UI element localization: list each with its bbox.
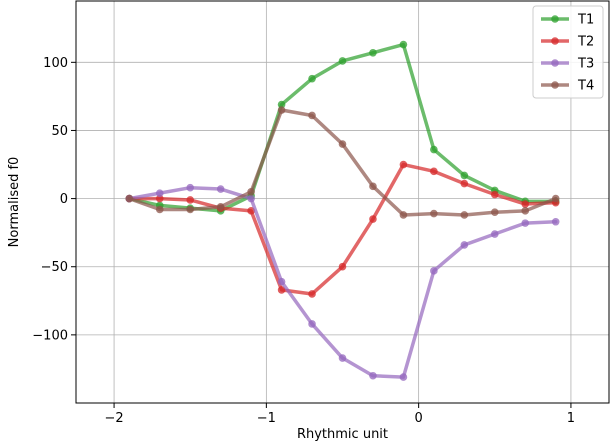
data-point	[186, 205, 195, 214]
y-tick-label: −100	[32, 328, 68, 343]
legend: T1 T2 T3 T4	[532, 5, 604, 99]
data-point	[460, 241, 469, 249]
data-point	[216, 185, 225, 193]
x-axis-label: Rhythmic unit	[297, 427, 388, 442]
data-point	[247, 207, 255, 215]
data-point	[247, 187, 255, 196]
data-point	[490, 208, 499, 217]
data-point	[521, 207, 530, 215]
series-t2	[125, 160, 560, 298]
data-point	[399, 160, 408, 169]
data-point	[430, 209, 438, 218]
data-point	[460, 211, 469, 219]
data-point	[460, 171, 469, 180]
series-line	[127, 185, 558, 379]
data-point	[277, 106, 286, 114]
y-tick-label: −50	[41, 260, 68, 275]
data-point	[490, 230, 499, 238]
legend-label: T4	[577, 79, 594, 94]
data-point	[399, 40, 408, 49]
data-point	[186, 196, 195, 204]
data-point	[155, 194, 164, 203]
data-point	[338, 262, 347, 271]
data-point	[430, 267, 438, 275]
series-lines	[125, 40, 560, 381]
data-point	[338, 140, 347, 148]
legend-item-t1: T1	[541, 13, 594, 28]
data-point	[186, 183, 195, 192]
data-point	[460, 179, 469, 188]
legend-item-t4: T4	[541, 79, 594, 94]
data-point	[277, 100, 286, 109]
legend-marker	[551, 59, 559, 67]
x-tick-label: −1	[257, 411, 276, 426]
data-point	[247, 194, 255, 203]
y-axis-ticks: −100 −50 0 50 100	[32, 56, 76, 343]
data-point	[308, 290, 316, 298]
legend-box	[532, 5, 604, 99]
data-point	[521, 200, 530, 208]
data-point	[369, 215, 377, 223]
series-t3	[125, 183, 560, 381]
data-point	[308, 74, 316, 83]
data-point	[430, 145, 438, 154]
legend-marker	[551, 15, 559, 23]
legend-marker	[551, 37, 559, 45]
data-point	[399, 211, 408, 219]
data-point	[369, 371, 377, 380]
data-point	[551, 217, 560, 226]
legend-item-t3: T3	[541, 57, 594, 72]
data-point	[125, 194, 134, 203]
y-tick-label: 0	[60, 192, 68, 207]
y-tick-label: 50	[51, 124, 68, 139]
data-point	[308, 111, 316, 120]
x-axis-ticks: −2 −1 0 1	[104, 403, 575, 426]
data-point	[308, 320, 316, 328]
data-point	[369, 182, 377, 191]
series-line	[127, 162, 558, 296]
data-point	[369, 48, 377, 57]
data-point	[155, 205, 164, 214]
series-t4	[125, 106, 560, 219]
data-point	[338, 354, 347, 362]
data-point	[551, 194, 560, 203]
data-point	[277, 286, 286, 294]
x-tick-label: 0	[415, 411, 423, 426]
data-point	[155, 189, 164, 197]
y-axis-label: Normalised f0	[7, 157, 22, 248]
legend-label: T2	[577, 35, 594, 50]
data-point	[521, 219, 530, 227]
data-point	[216, 202, 225, 211]
data-point	[490, 190, 499, 199]
x-tick-label: 1	[567, 411, 575, 426]
y-tick-label: 100	[43, 56, 68, 71]
legend-item-t2: T2	[541, 35, 594, 50]
data-point	[338, 57, 347, 65]
legend-label: T3	[577, 57, 594, 72]
data-point	[277, 277, 286, 286]
legend-marker	[551, 81, 559, 89]
data-point	[399, 373, 408, 381]
x-tick-label: −2	[104, 411, 123, 426]
data-point	[430, 167, 438, 176]
legend-label: T1	[577, 13, 594, 28]
plot-frame	[75, 0, 610, 404]
